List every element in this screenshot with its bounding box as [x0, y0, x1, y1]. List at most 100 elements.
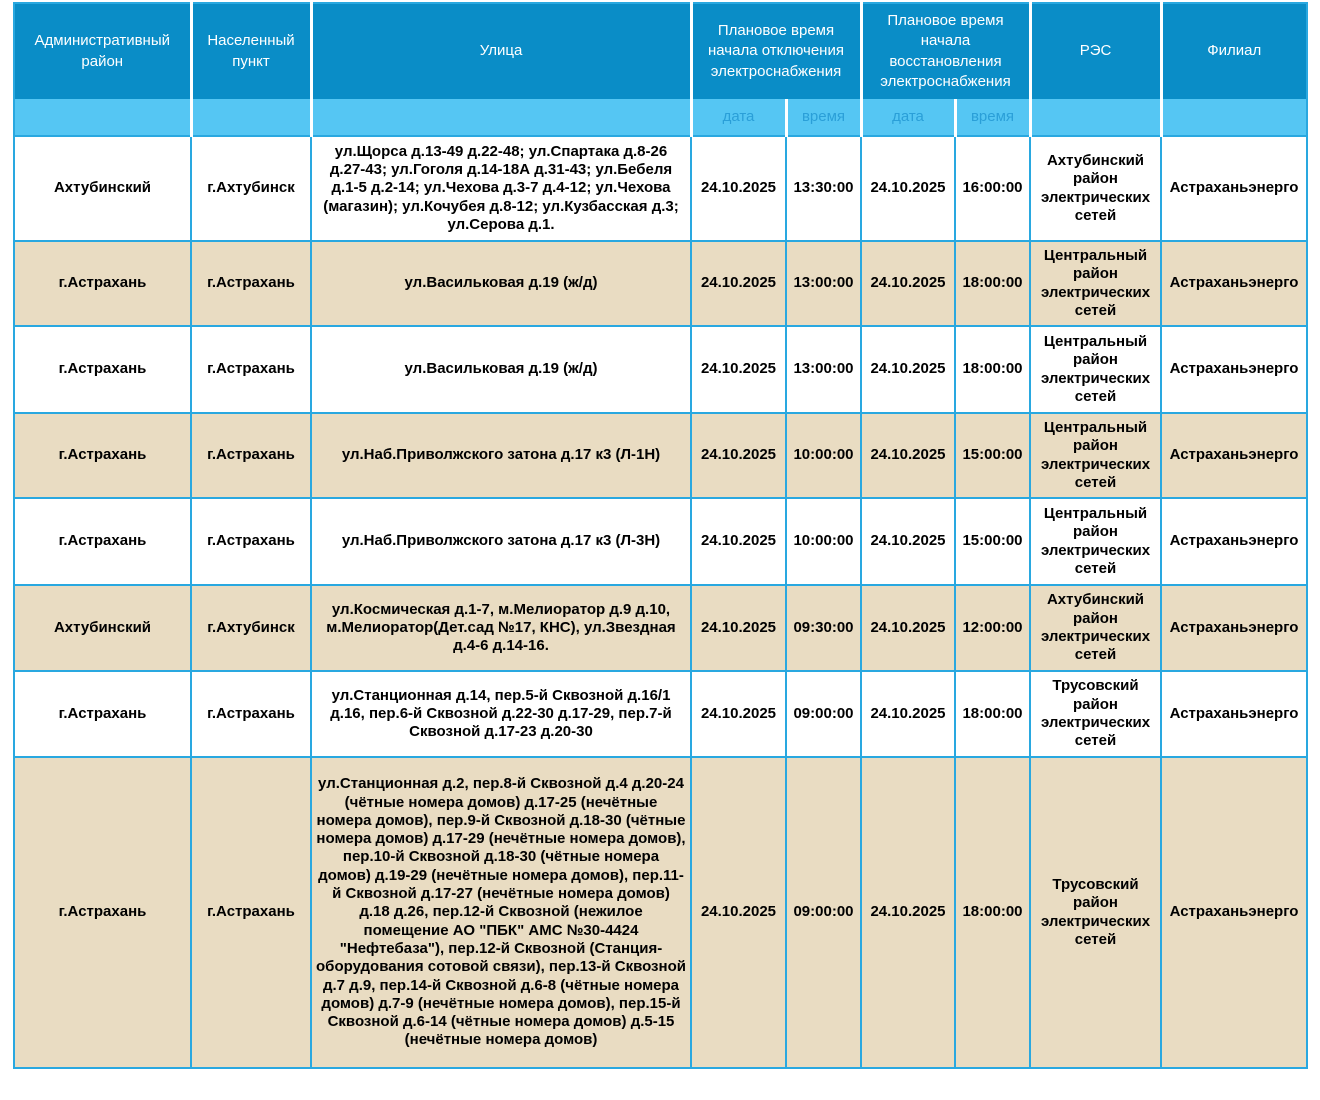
cell-on-date: 24.10.2025 — [860, 325, 956, 414]
cell-on-date: 24.10.2025 — [860, 412, 956, 499]
subheader-row: дата время дата время — [13, 99, 1307, 136]
col-header-street: Улица — [309, 3, 691, 99]
subheader-empty-settlement — [189, 99, 311, 136]
subheader-empty-district — [13, 99, 191, 136]
cell-on-time: 18:00:00 — [954, 325, 1031, 414]
outage-schedule-table: Административный район Населенный пункт … — [13, 2, 1308, 1069]
cell-res: Ахтубинский район электрических сетей — [1029, 584, 1162, 672]
cell-off-time: 13:00:00 — [785, 240, 862, 327]
cell-on-time: 15:00:00 — [954, 497, 1031, 586]
table-row: г.Астрахань г.Астрахань ул.Наб.Приволжск… — [13, 412, 1308, 499]
cell-district: г.Астрахань — [13, 325, 192, 414]
col-header-district: Административный район — [13, 3, 191, 99]
col-header-branch: Филиал — [1159, 3, 1307, 99]
cell-branch: Астраханьэнерго — [1160, 240, 1308, 327]
subheader-restore-date: дата — [859, 99, 955, 136]
col-header-outage-group: Плановое время начала отключения электро… — [689, 3, 861, 99]
cell-branch: Астраханьэнерго — [1160, 670, 1308, 758]
cell-off-date: 24.10.2025 — [690, 325, 787, 414]
cell-on-date: 24.10.2025 — [860, 584, 956, 672]
cell-district: г.Астрахань — [13, 412, 192, 499]
cell-settlement: г.Астрахань — [190, 325, 312, 414]
header-row: Административный район Населенный пункт … — [13, 3, 1307, 99]
subheader-empty-branch — [1159, 99, 1307, 136]
cell-branch: Астраханьэнерго — [1160, 756, 1308, 1069]
table-header: Административный район Населенный пункт … — [13, 3, 1307, 136]
cell-on-date: 24.10.2025 — [860, 135, 956, 242]
cell-on-time: 12:00:00 — [954, 584, 1031, 672]
table-row: г.Астрахань г.Астрахань ул.Станционная д… — [13, 670, 1308, 758]
cell-district: г.Астрахань — [13, 756, 192, 1069]
cell-off-time: 10:00:00 — [785, 497, 862, 586]
cell-res: Ахтубинский район электрических сетей — [1029, 135, 1162, 242]
table-row: Ахтубинский г.Ахтубинск ул.Щорса д.13-49… — [13, 135, 1308, 242]
table-row: г.Астрахань г.Астрахань ул.Наб.Приволжск… — [13, 497, 1308, 586]
cell-district: г.Астрахань — [13, 670, 192, 758]
table-row: г.Астрахань г.Астрахань ул.Васильковая д… — [13, 325, 1308, 414]
cell-street: ул.Наб.Приволжского затона д.17 к3 (Л-1Н… — [310, 412, 692, 499]
cell-settlement: г.Астрахань — [190, 670, 312, 758]
cell-off-time: 13:00:00 — [785, 325, 862, 414]
cell-settlement: г.Астрахань — [190, 497, 312, 586]
cell-res: Трусовский район электрических сетей — [1029, 756, 1162, 1069]
cell-off-time: 13:30:00 — [785, 135, 862, 242]
cell-street: ул.Космическая д.1-7, м.Мелиоратор д.9 д… — [310, 584, 692, 672]
cell-district: г.Астрахань — [13, 497, 192, 586]
cell-off-time: 09:00:00 — [785, 756, 862, 1069]
cell-street: ул.Станционная д.2, пер.8-й Сквозной д.4… — [310, 756, 692, 1069]
subheader-restore-time: время — [953, 99, 1030, 136]
cell-on-date: 24.10.2025 — [860, 497, 956, 586]
cell-district: г.Астрахань — [13, 240, 192, 327]
cell-off-date: 24.10.2025 — [690, 135, 787, 242]
table-row: Ахтубинский г.Ахтубинск ул.Космическая д… — [13, 584, 1308, 672]
cell-street: ул.Станционная д.14, пер.5-й Сквозной д.… — [310, 670, 692, 758]
cell-off-time: 10:00:00 — [785, 412, 862, 499]
cell-on-time: 18:00:00 — [954, 756, 1031, 1069]
cell-res: Трусовский район электрических сетей — [1029, 670, 1162, 758]
cell-branch: Астраханьэнерго — [1160, 584, 1308, 672]
subheader-empty-res — [1028, 99, 1161, 136]
cell-off-date: 24.10.2025 — [690, 756, 787, 1069]
cell-on-time: 18:00:00 — [954, 670, 1031, 758]
cell-res: Центральный район электрических сетей — [1029, 497, 1162, 586]
cell-on-time: 15:00:00 — [954, 412, 1031, 499]
cell-street: ул.Наб.Приволжского затона д.17 к3 (Л-3Н… — [310, 497, 692, 586]
cell-branch: Астраханьэнерго — [1160, 325, 1308, 414]
cell-off-date: 24.10.2025 — [690, 240, 787, 327]
cell-street: ул.Щорса д.13-49 д.22-48; ул.Спартака д.… — [310, 135, 692, 242]
cell-street: ул.Васильковая д.19 (ж/д) — [310, 240, 692, 327]
table-body: Ахтубинский г.Ахтубинск ул.Щорса д.13-49… — [13, 135, 1308, 1069]
cell-on-date: 24.10.2025 — [860, 756, 956, 1069]
cell-branch: Астраханьэнерго — [1160, 135, 1308, 242]
cell-off-date: 24.10.2025 — [690, 497, 787, 586]
col-header-res: РЭС — [1028, 3, 1161, 99]
cell-branch: Астраханьэнерго — [1160, 412, 1308, 499]
table-row: г.Астрахань г.Астрахань ул.Васильковая д… — [13, 240, 1308, 327]
cell-street: ул.Васильковая д.19 (ж/д) — [310, 325, 692, 414]
cell-settlement: г.Астрахань — [190, 756, 312, 1069]
cell-res: Центральный район электрических сетей — [1029, 240, 1162, 327]
col-header-restore-group: Плановое время начала восстановления эле… — [859, 3, 1030, 99]
cell-settlement: г.Астрахань — [190, 412, 312, 499]
cell-on-time: 16:00:00 — [954, 135, 1031, 242]
cell-off-date: 24.10.2025 — [690, 584, 787, 672]
cell-on-date: 24.10.2025 — [860, 670, 956, 758]
subheader-empty-street — [309, 99, 691, 136]
subheader-outage-date: дата — [689, 99, 786, 136]
cell-res: Центральный район электрических сетей — [1029, 325, 1162, 414]
cell-district: Ахтубинский — [13, 584, 192, 672]
col-header-settlement: Населенный пункт — [189, 3, 311, 99]
cell-district: Ахтубинский — [13, 135, 192, 242]
cell-off-date: 24.10.2025 — [690, 670, 787, 758]
cell-settlement: г.Ахтубинск — [190, 584, 312, 672]
cell-settlement: г.Ахтубинск — [190, 135, 312, 242]
cell-on-time: 18:00:00 — [954, 240, 1031, 327]
cell-off-time: 09:00:00 — [785, 670, 862, 758]
table-row: г.Астрахань г.Астрахань ул.Станционная д… — [13, 756, 1308, 1069]
cell-on-date: 24.10.2025 — [860, 240, 956, 327]
cell-off-time: 09:30:00 — [785, 584, 862, 672]
cell-res: Центральный район электрических сетей — [1029, 412, 1162, 499]
cell-branch: Астраханьэнерго — [1160, 497, 1308, 586]
subheader-outage-time: время — [784, 99, 861, 136]
cell-settlement: г.Астрахань — [190, 240, 312, 327]
